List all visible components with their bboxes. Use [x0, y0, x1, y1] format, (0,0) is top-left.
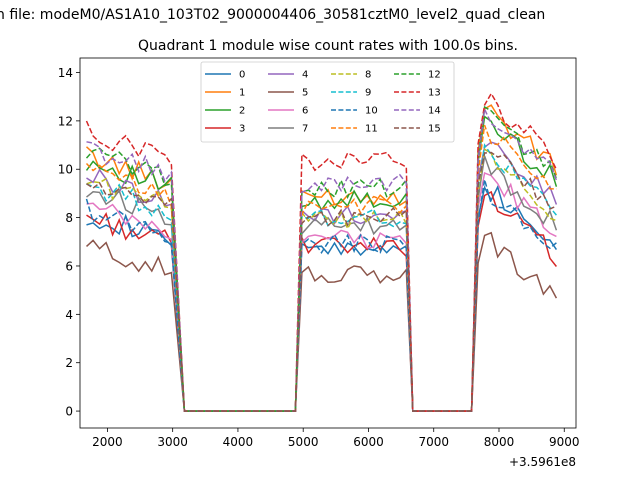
legend-label: 14 [428, 106, 441, 117]
legend-label: 1 [239, 88, 245, 99]
legend-label: 13 [428, 88, 441, 99]
legend-label: 0 [239, 70, 245, 81]
legend-label: 5 [302, 88, 308, 99]
y-tick-label: 6 [65, 259, 73, 273]
legend-label: 2 [239, 106, 245, 117]
x-tick-label: 3000 [157, 435, 188, 449]
series-line-12 [85, 105, 558, 412]
legend-label: 3 [239, 124, 245, 135]
legend-label: 12 [428, 70, 441, 81]
y-tick-label: 8 [65, 211, 73, 225]
series-line-13 [85, 92, 558, 412]
legend-label: 7 [302, 124, 308, 135]
y-tick-label: 10 [58, 163, 73, 177]
x-tick-label: 5000 [288, 435, 319, 449]
series-line-14 [86, 106, 558, 412]
x-tick-label: 4000 [223, 435, 254, 449]
legend-box [200, 61, 455, 143]
series-line-6 [86, 171, 557, 412]
figure-suptitle: n file: modeM0/AS1A10_103T02_9000004406_… [0, 7, 545, 23]
y-tick-label: 2 [65, 356, 73, 370]
legend-label: 9 [365, 88, 371, 99]
y-tick-label: 14 [58, 66, 73, 80]
series-lines [85, 92, 558, 412]
x-offset-label: +3.5961e8 [509, 455, 576, 469]
x-tick-label: 9000 [549, 435, 580, 449]
y-tick-label: 4 [65, 308, 73, 322]
legend-label: 8 [365, 70, 371, 81]
x-tick-label: 7000 [418, 435, 449, 449]
y-tick-label: 0 [65, 405, 73, 419]
series-line-11 [85, 124, 557, 412]
series-line-10 [85, 179, 557, 412]
series-line-3 [86, 190, 557, 412]
legend-label: 6 [302, 106, 308, 117]
series-line-5 [85, 231, 558, 412]
chart-title: Quadrant 1 module wise count rates with … [138, 38, 518, 54]
plot-frame [79, 57, 577, 429]
legend-label: 15 [428, 124, 441, 135]
y-axis-ticks: 0 2 4 6 8 10 12 14 [58, 66, 80, 419]
legend-label: 4 [302, 70, 308, 81]
x-tick-label: 8000 [484, 435, 515, 449]
legend-label: 11 [365, 124, 378, 135]
series-line-15 [86, 151, 557, 412]
y-tick-label: 12 [58, 114, 73, 128]
legend-label: 10 [365, 106, 378, 117]
x-axis-ticks: 2000 3000 4000 5000 6000 7000 8000 9000 [92, 428, 580, 449]
x-tick-label: 6000 [353, 435, 384, 449]
series-line-7 [86, 155, 558, 412]
x-tick-label: 2000 [92, 435, 123, 449]
